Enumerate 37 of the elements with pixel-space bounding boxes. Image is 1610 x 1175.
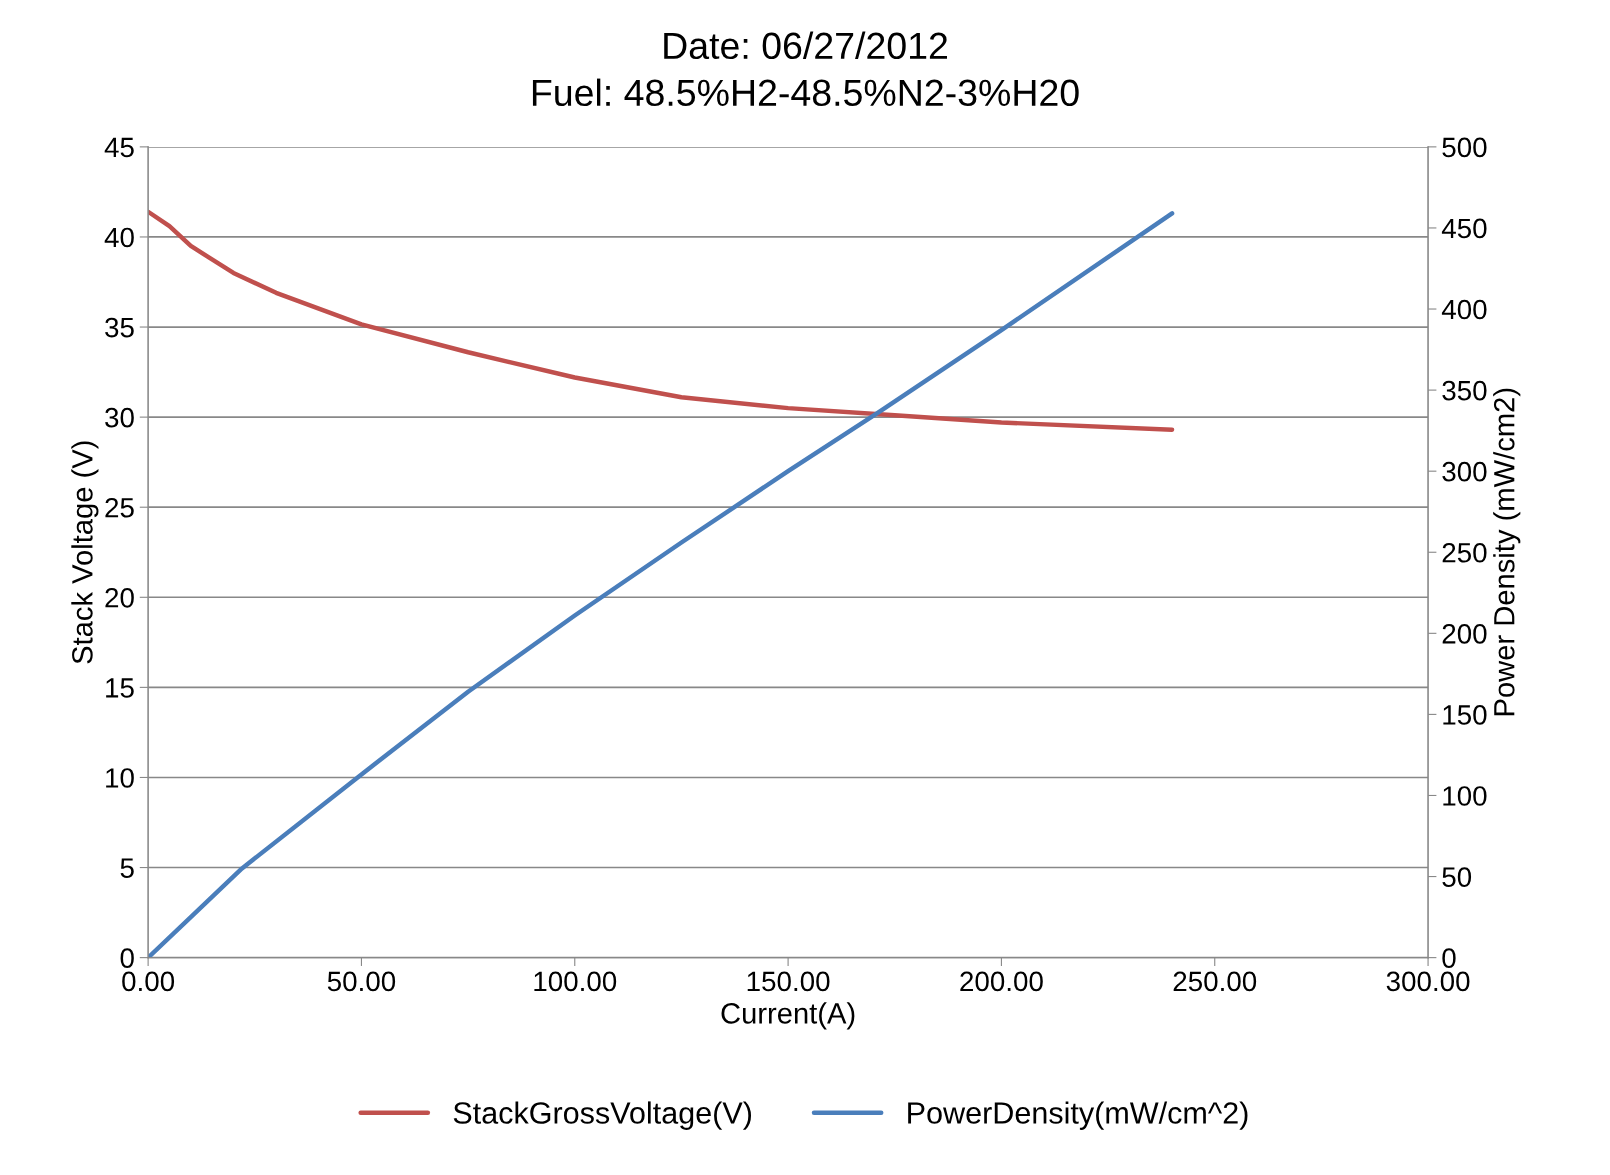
y2-tick-label: 300: [1442, 461, 1487, 482]
y-tick-label: 5: [120, 858, 134, 878]
y2-tick-label: 0: [1442, 948, 1456, 968]
legend-label: PowerDensity(mW/cm^2): [908, 1101, 1248, 1130]
y-tick-label: 25: [105, 497, 134, 518]
y2-axis-title: Power Density (mW/cm2): [1493, 388, 1521, 716]
x-tick-label: 250.00: [1173, 971, 1257, 992]
x-tick-label: 0.00: [122, 971, 175, 992]
y-tick-label: 15: [106, 678, 134, 698]
x-tick-label: 200.00: [960, 971, 1043, 992]
line-series: [148, 209, 1175, 432]
legend-label: StackGrossVoltage(V): [453, 1101, 752, 1130]
y2-tick-label: 450: [1441, 218, 1487, 239]
y-tick-label: 35: [105, 317, 134, 338]
x-axis-title: Current(A): [721, 1002, 855, 1030]
y2-tick-label: 250: [1442, 542, 1487, 563]
chart-title: Date: 06/27/2012: [664, 31, 947, 60]
y2-tick-label: 200: [1442, 623, 1487, 644]
y2-tick-label: 150: [1443, 705, 1487, 725]
chart-subtitle: Fuel: 48.5%H2-48.5%N2-3%H20: [532, 78, 1079, 107]
x-tick-label: 100.00: [534, 971, 617, 992]
y-tick-label: 0: [120, 948, 134, 968]
x-tick-label: 50.00: [327, 971, 396, 992]
y2-tick-label: 400: [1441, 299, 1487, 320]
y-tick-label: 30: [105, 407, 134, 428]
y-tick-label: 45: [104, 137, 134, 158]
y-tick-label: 40: [104, 227, 134, 248]
x-tick-label: 300.00: [1386, 971, 1470, 992]
y-tick-label: 20: [105, 587, 134, 608]
y-tick-label: 10: [106, 768, 134, 788]
y-axis-title: Stack Voltage (V): [71, 441, 99, 664]
y2-tick-label: 50: [1442, 867, 1472, 887]
y2-tick-label: 350: [1442, 380, 1487, 401]
x-tick-label: 150.00: [747, 971, 830, 992]
y2-tick-label: 500: [1442, 137, 1487, 158]
line-series: [148, 211, 1175, 958]
y2-tick-label: 100: [1443, 786, 1487, 806]
